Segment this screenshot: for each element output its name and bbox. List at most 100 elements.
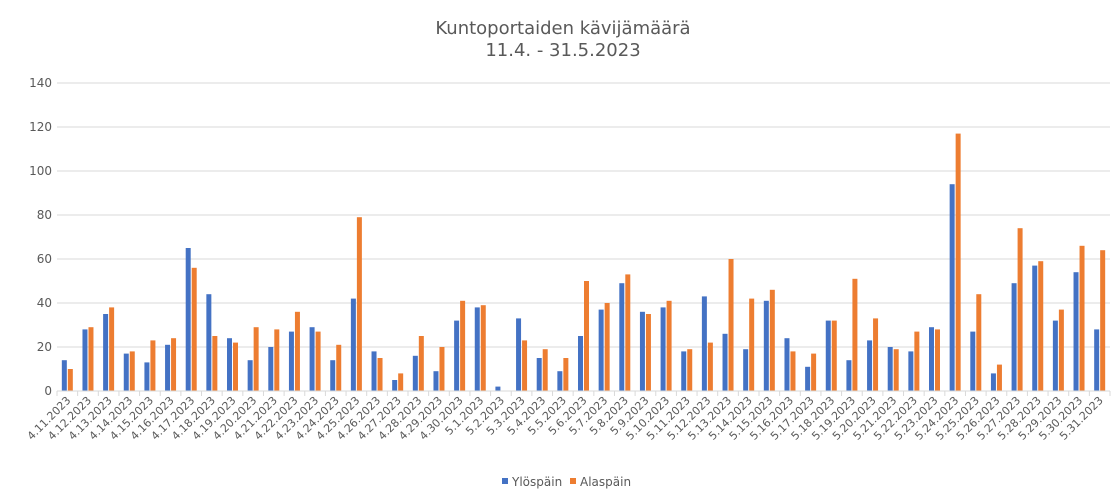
- legend-label-ylospain: Ylöspäin: [511, 475, 562, 489]
- bar-ylospain: [350, 298, 356, 391]
- bar-ylospain: [330, 360, 336, 391]
- y-tick-label: 80: [37, 208, 52, 222]
- bar-alaspain: [769, 289, 775, 391]
- bar-ylospain: [516, 318, 522, 391]
- bar-ylospain: [908, 351, 914, 391]
- bar-ylospain: [619, 283, 625, 391]
- bar-ylospain: [639, 311, 645, 391]
- bar-ylospain: [536, 358, 542, 391]
- bar-alaspain: [687, 349, 693, 391]
- y-tick-label: 100: [29, 164, 52, 178]
- bar-ylospain: [578, 336, 583, 391]
- y-tick-label: 60: [37, 252, 52, 266]
- bar-alaspain: [914, 331, 920, 391]
- bar-alaspain: [584, 281, 589, 391]
- legend-swatch-alaspain: [570, 478, 576, 484]
- bar-alaspain: [666, 300, 672, 391]
- bar-alaspain: [1058, 309, 1064, 391]
- bar-ylospain: [681, 351, 687, 391]
- bar-alaspain: [522, 340, 528, 391]
- bar-ylospain: [392, 380, 398, 391]
- chart-title: Kuntoportaiden kävijämäärä: [435, 18, 690, 39]
- bar-alaspain: [233, 342, 238, 391]
- bar-ylospain: [784, 338, 790, 391]
- bar-alaspain: [935, 329, 940, 391]
- bar-alaspain: [976, 294, 982, 391]
- bar-alaspain: [460, 300, 466, 391]
- bar-ylospain: [1032, 265, 1038, 391]
- bar-alaspain: [790, 351, 796, 391]
- bar-ylospain: [454, 320, 460, 391]
- bar-alaspain: [645, 314, 651, 391]
- y-tick-label: 120: [29, 120, 52, 134]
- bar-alaspain: [171, 338, 177, 391]
- legend-swatch-ylospain: [502, 478, 508, 484]
- bar-ylospain: [763, 300, 769, 391]
- legend-label-alaspain: Alaspäin: [580, 475, 631, 489]
- bar-ylospain: [103, 314, 109, 391]
- bar-ylospain: [990, 373, 996, 391]
- bar-alaspain: [955, 133, 961, 391]
- bar-alaspain: [150, 340, 156, 391]
- y-axis: 0 20 40 60 80 100 120 140: [29, 76, 52, 398]
- bar-ylospain: [165, 344, 171, 391]
- bar-ylospain: [185, 248, 191, 391]
- bar-alaspain: [625, 274, 631, 391]
- bar-alaspain: [212, 336, 218, 391]
- bar-alaspain: [604, 303, 610, 391]
- y-tick-label: 140: [29, 76, 52, 90]
- bar-ylospain: [144, 362, 150, 391]
- bar-ylospain: [825, 320, 831, 391]
- bar-alaspain: [336, 344, 342, 391]
- bar-ylospain: [846, 360, 852, 391]
- bar-alaspain: [253, 327, 259, 391]
- bar-ylospain: [1073, 272, 1079, 391]
- bar-ylospain: [371, 351, 377, 391]
- bar-alaspain: [191, 267, 197, 391]
- bar-ylospain: [660, 307, 666, 391]
- gridlines: [57, 82, 1110, 348]
- bar-alaspain: [873, 318, 879, 391]
- bar-ylospain: [61, 360, 67, 391]
- bar-alaspain: [67, 369, 73, 391]
- bar-alaspain: [356, 217, 362, 391]
- x-axis: 4.11.20234.12.20234.13.20234.14.20234.15…: [25, 390, 1111, 443]
- bar-ylospain: [949, 184, 955, 391]
- bar-alaspain: [749, 298, 755, 391]
- bar-alaspain: [418, 336, 424, 391]
- bar-ylospain: [867, 340, 873, 391]
- y-tick-label: 0: [44, 384, 52, 398]
- bar-alaspain: [542, 349, 548, 391]
- bar-ylospain: [701, 296, 707, 391]
- bar-ylospain: [557, 371, 563, 391]
- bar-alaspain: [1100, 250, 1106, 391]
- bar-ylospain: [887, 347, 893, 391]
- legend: Ylöspäin Alaspäin: [502, 475, 631, 489]
- bar-alaspain: [480, 305, 486, 391]
- y-tick-label: 40: [37, 296, 52, 310]
- bar-ylospain: [82, 329, 88, 391]
- bar-alaspain: [893, 349, 899, 391]
- bar-ylospain: [206, 294, 212, 391]
- bar-alaspain: [294, 311, 300, 391]
- bar-alaspain: [707, 342, 713, 391]
- bar-alaspain: [88, 327, 94, 391]
- chart-subtitle: 11.4. - 31.5.2023: [485, 40, 640, 61]
- y-tick-label: 20: [37, 340, 52, 354]
- bar-ylospain: [1011, 283, 1017, 391]
- bar-ylospain: [743, 349, 749, 391]
- bar-ylospain: [805, 366, 811, 391]
- bar-ylospain: [1052, 320, 1058, 391]
- bar-ylospain: [495, 386, 501, 391]
- bar-ylospain: [288, 331, 294, 391]
- bar-alaspain: [1017, 228, 1023, 391]
- bar-ylospain: [123, 353, 129, 391]
- bar-ylospain: [474, 307, 480, 391]
- bar-alaspain: [852, 278, 858, 391]
- bar-alaspain: [728, 259, 734, 391]
- bar-alaspain: [439, 347, 445, 391]
- bar-alaspain: [129, 351, 135, 391]
- bars: [61, 133, 1106, 391]
- bar-alaspain: [831, 320, 837, 391]
